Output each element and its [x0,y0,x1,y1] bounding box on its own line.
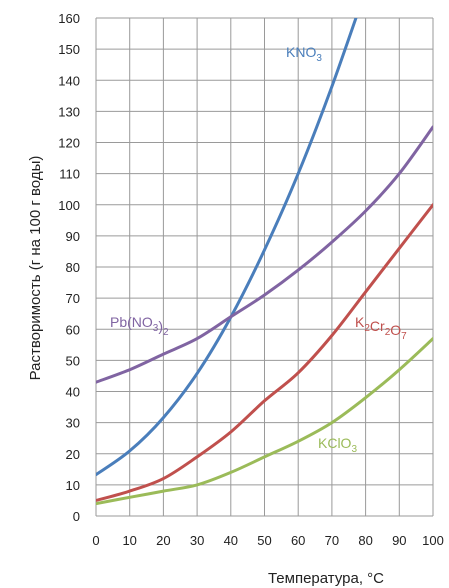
y-tick-label: 70 [66,291,80,306]
grid [95,17,434,517]
y-tick-label: 60 [66,322,80,337]
y-tick-label: 110 [59,167,80,182]
x-tick-label: 30 [190,533,204,548]
x-tick-label: 0 [92,533,99,548]
series-line-kclo3 [96,337,433,506]
y-tick-label: 130 [58,104,80,119]
y-tick-label: 50 [66,353,80,368]
y-tick-label: 100 [58,198,80,213]
y-tick-label: 120 [58,136,80,151]
y-tick-label: 80 [66,260,80,275]
y-tick-label: 20 [66,447,80,462]
x-tick-label: 60 [291,533,305,548]
y-tick-label: 40 [66,385,80,400]
x-tick-label: 100 [422,533,444,548]
series-line-kno3 [96,18,358,477]
y-tick-label: 0 [73,509,80,524]
y-tick-label: 30 [66,416,80,431]
series-label-kclo3: KClO3 [318,435,357,455]
y-tick-label: 90 [66,229,80,244]
series-line-pbno32 [96,125,433,384]
x-tick-label: 20 [156,533,170,548]
x-axis-title: Температура, °C [268,570,384,587]
x-tick-label: 80 [358,533,372,548]
x-axis-ticks: 0 10 20 30 40 50 60 70 80 90 100 [92,533,443,548]
x-tick-label: 90 [392,533,406,548]
series-lines [96,18,433,506]
y-tick-label: 160 [58,11,80,26]
series-labels: KNO3 Pb(NO3)2 K2Cr2O7 KClO3 [110,44,407,455]
y-tick-label: 150 [58,42,80,57]
series-label-pbno32: Pb(NO3)2 [110,314,169,338]
y-tick-label: 10 [66,478,80,493]
y-axis-ticks: 0 10 20 30 40 50 60 70 80 90 100 110 120 130 140 150 160 [58,11,80,524]
x-tick-label: 70 [325,533,339,548]
x-tick-label: 40 [224,533,238,548]
x-tick-label: 50 [257,533,271,548]
y-tick-label: 140 [58,73,80,88]
y-axis-title: Растворимость (г на 100 г воды) [27,156,44,381]
series-line-k2cr2o7 [96,203,433,502]
series-label-k2cr2o7: K2Cr2O7 [355,314,407,342]
x-tick-label: 10 [122,533,136,548]
series-label-kno3: KNO3 [286,44,322,64]
